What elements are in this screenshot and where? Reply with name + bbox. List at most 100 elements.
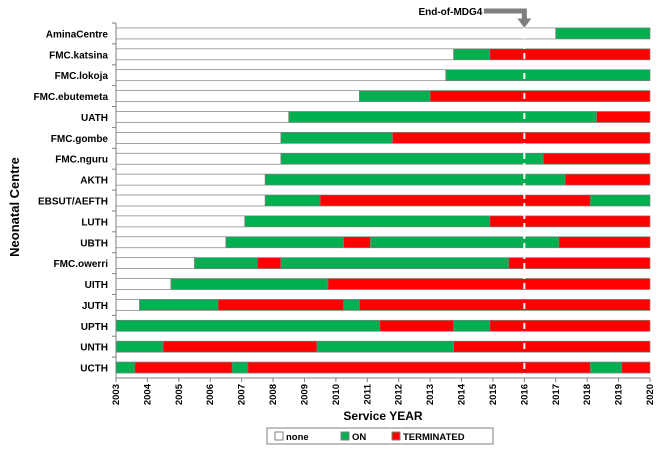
x-tick-label: 2012 xyxy=(394,384,405,405)
x-tick-label: 2013 xyxy=(425,384,436,405)
x-tick-label: 2016 xyxy=(519,384,530,405)
x-tick-label: 2009 xyxy=(299,384,310,405)
bar-segment-on xyxy=(343,299,360,311)
bars-layer xyxy=(115,27,651,374)
y-tick-label: FMC.lokoja xyxy=(55,71,109,82)
bar-segment-terminated xyxy=(343,236,371,249)
bar-segment-terminated xyxy=(542,152,651,165)
bar-segment-none xyxy=(115,152,282,165)
bar-segment-none xyxy=(115,173,266,186)
bar-segment-terminated xyxy=(327,278,651,290)
bar-segment-terminated xyxy=(359,299,651,311)
x-tick-label: 2006 xyxy=(205,384,216,405)
bar-segment-none xyxy=(115,111,290,123)
bar-segment-terminated xyxy=(489,48,651,61)
bar-segment-terminated xyxy=(564,173,651,186)
y-tick-label: FMC.katsina xyxy=(49,50,108,61)
bar-segment-on xyxy=(316,340,455,353)
y-tick-label: EBSUT/AEFTH xyxy=(38,197,108,208)
bar-segment-none xyxy=(115,299,140,311)
y-tick-label: UATH xyxy=(81,113,108,124)
bar-segment-on xyxy=(288,111,597,123)
bar-segment-on xyxy=(225,236,345,249)
x-tick-label: 2017 xyxy=(551,384,562,405)
bar-segment-on xyxy=(589,194,651,207)
legend-label-none: none xyxy=(286,432,309,443)
bar-segment-on xyxy=(370,236,560,249)
reference-label: End-of-MDG4 xyxy=(418,7,482,18)
bar-segment-on xyxy=(264,194,321,207)
bar-segment-none xyxy=(115,257,195,269)
y-tick-label: FMC.ebutemeta xyxy=(34,92,109,103)
bar-segment-none xyxy=(115,69,447,82)
y-tick-label: UPTH xyxy=(81,322,108,333)
y-tick-label: JUTH xyxy=(82,301,108,312)
bar-segment-terminated xyxy=(508,257,651,269)
x-axis: 2003 2004 2005 2006 2007 2008 2009 2010 2011 2012… xyxy=(111,377,656,405)
x-tick-label: 2003 xyxy=(111,384,122,405)
bar-segment-on xyxy=(139,299,219,311)
x-axis-title: Service YEAR xyxy=(343,409,422,423)
bar-segment-terminated xyxy=(134,361,233,374)
legend-box xyxy=(266,427,494,445)
bar-segment-on xyxy=(445,69,651,82)
x-tick-label: 2004 xyxy=(142,383,153,405)
legend-swatch-terminated xyxy=(391,431,401,441)
y-tick-label: FMC.gombe xyxy=(51,134,109,145)
x-tick-label: 2019 xyxy=(614,384,625,405)
legend-swatch-none xyxy=(274,431,284,441)
bar-segment-terminated xyxy=(379,319,455,332)
bar-segment-on xyxy=(194,257,258,269)
bar-segment-on xyxy=(453,48,491,61)
y-tick-label: UITH xyxy=(85,280,108,291)
bar-segment-terminated xyxy=(257,257,282,269)
bar-segment-terminated xyxy=(621,361,651,374)
bar-segment-terminated xyxy=(596,111,651,123)
y-axis: AminaCentre FMC.katsina FMC.lokoja FMC.ebut… xyxy=(34,22,117,378)
bar-segment-none xyxy=(115,236,227,249)
bar-segment-on xyxy=(359,90,431,102)
x-tick-label: 2018 xyxy=(582,384,593,405)
bar-segment-terminated xyxy=(429,90,651,102)
bar-segment-none xyxy=(115,90,360,102)
y-tick-label: FMC.owerri xyxy=(54,259,109,270)
x-tick-label: 2008 xyxy=(268,384,279,405)
bar-segment-on xyxy=(555,27,651,40)
x-tick-label: 2015 xyxy=(488,383,499,405)
bar-segment-none xyxy=(115,278,172,290)
bar-segment-terminated xyxy=(453,340,651,353)
bar-segment-on xyxy=(244,215,491,228)
bar-segment-on xyxy=(280,132,393,144)
bar-segment-on xyxy=(280,257,509,269)
bar-segment-terminated xyxy=(247,361,591,374)
x-tick-label: 2011 xyxy=(362,383,373,404)
y-tick-label: AKTH xyxy=(80,176,108,187)
bar-segment-terminated xyxy=(489,215,651,228)
bar-segment-on xyxy=(280,152,544,165)
bar-segment-terminated xyxy=(162,340,318,353)
x-tick-label: 2005 xyxy=(174,383,185,405)
legend-label-terminated: TERMINATED xyxy=(403,432,465,443)
bar-segment-on xyxy=(264,173,566,186)
y-tick-label: FMC.nguru xyxy=(55,155,108,166)
bar-segment-on xyxy=(115,340,164,353)
x-tick-label: 2020 xyxy=(645,384,656,405)
y-tick-label: AminaCentre xyxy=(46,29,109,40)
bar-segment-on xyxy=(231,361,249,374)
bar-segment-none xyxy=(115,27,557,40)
bar-segment-terminated xyxy=(319,194,591,207)
bar-segment-on xyxy=(115,361,136,374)
bar-segment-on xyxy=(170,278,329,290)
end-of-mdg4-reference: End-of-MDG4 xyxy=(418,7,532,378)
bar-segment-none xyxy=(115,132,282,144)
bar-segment-none xyxy=(115,215,246,228)
bar-segment-terminated xyxy=(392,132,651,144)
x-tick-label: 2007 xyxy=(237,384,248,405)
legend: none ON TERMINATED xyxy=(266,427,494,445)
legend-swatch-on xyxy=(340,431,350,441)
bar-segment-none xyxy=(115,194,266,207)
y-axis-title: Neonatal Centre xyxy=(7,157,22,257)
y-tick-label: UBTH xyxy=(80,238,108,249)
bar-segment-on xyxy=(589,361,623,374)
